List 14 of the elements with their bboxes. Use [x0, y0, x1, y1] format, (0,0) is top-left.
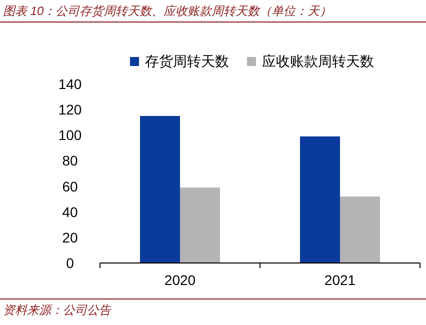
y-tick-label: 100 — [58, 127, 82, 144]
title: 图表 10：公司存货周转天数、应收账款周转天数（单位：天） — [3, 4, 332, 18]
y-tick-label: 20 — [62, 229, 78, 246]
legend-label: 应收账款周转天数 — [262, 53, 374, 69]
x-tick-label: 2020 — [164, 272, 196, 288]
legend-label: 存货周转天数 — [145, 53, 229, 69]
y-tick-label: 140 — [58, 76, 82, 92]
x-tick-label: 2021 — [324, 272, 356, 288]
text: 资料来源：公司公告 — [3, 303, 112, 317]
y-tick-label: 80 — [62, 152, 78, 169]
y-tick-label: 0 — [66, 255, 74, 271]
y-tick-label: 120 — [58, 102, 82, 118]
y-tick-label: 60 — [62, 178, 78, 194]
y-tick-label: 40 — [62, 204, 78, 220]
